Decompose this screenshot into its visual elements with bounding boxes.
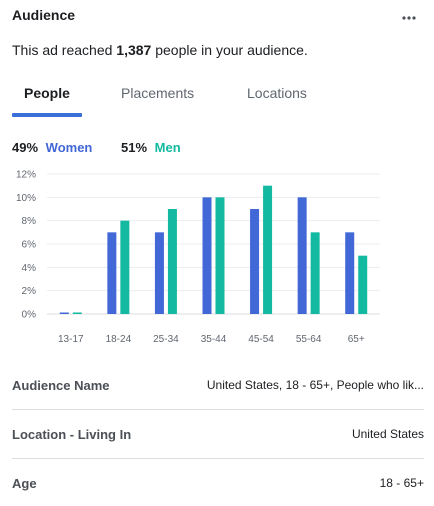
x-tick-label: 35-44 xyxy=(201,334,227,345)
x-tick-label: 65+ xyxy=(348,334,365,345)
bar-women xyxy=(250,209,260,314)
detail-value: United States, 18 - 65+, People who lik.… xyxy=(206,378,424,392)
reach-count: 1,387 xyxy=(116,42,152,58)
y-tick-label: 8% xyxy=(22,216,37,227)
bar-men xyxy=(120,220,130,314)
detail-value: 18 - 65+ xyxy=(379,476,424,490)
x-tick-label: 45-54 xyxy=(248,334,274,345)
bar-men xyxy=(310,232,320,314)
y-tick-label: 12% xyxy=(16,170,36,181)
detail-row-location: Location - Living In United States xyxy=(12,410,424,459)
bar-women xyxy=(345,232,355,314)
detail-label: Audience Name xyxy=(12,378,110,393)
more-options-button[interactable] xyxy=(399,10,419,26)
bar-women xyxy=(154,232,164,314)
tab-people[interactable]: People xyxy=(24,85,70,101)
x-tick-label: 25-34 xyxy=(153,334,179,345)
bar-women xyxy=(107,232,117,314)
audience-tabs: People Placements Locations xyxy=(12,80,424,120)
active-tab-indicator xyxy=(12,113,82,117)
men-label: Men xyxy=(154,140,181,155)
y-tick-label: 6% xyxy=(22,240,37,251)
more-horizontal-icon xyxy=(402,16,416,20)
detail-label: Location - Living In xyxy=(12,427,132,442)
bar-women xyxy=(202,197,212,314)
reach-suffix: people in your audience. xyxy=(151,42,308,58)
bar-men xyxy=(263,185,273,314)
women-percent: 49% xyxy=(12,140,39,155)
men-percent: 51% xyxy=(121,140,148,155)
men-share: 51% Men xyxy=(121,140,181,155)
women-label: Women xyxy=(45,140,93,155)
y-tick-label: 0% xyxy=(22,310,37,321)
y-tick-label: 10% xyxy=(16,193,36,204)
y-tick-label: 4% xyxy=(22,263,37,274)
x-tick-label: 55-64 xyxy=(296,334,322,345)
x-tick-label: 13-17 xyxy=(58,334,84,345)
bar-men xyxy=(215,197,225,314)
section-title: Audience xyxy=(12,7,76,23)
reach-summary: This ad reached 1,387 people in your aud… xyxy=(12,42,308,58)
detail-value: United States xyxy=(351,427,424,441)
bar-men xyxy=(72,312,82,314)
women-share: 49% Women xyxy=(12,140,92,155)
bar-women xyxy=(59,312,69,314)
detail-row-age: Age 18 - 65+ xyxy=(12,459,424,506)
bar-women xyxy=(297,197,307,314)
detail-row-audience-name: Audience Name United States, 18 - 65+, P… xyxy=(12,361,424,410)
detail-label: Age xyxy=(12,476,37,491)
age-gender-bar-chart: 0% 2% 4% 6% 8% 10% 12% 13-17 18-24 25-34 35-44 45-5… xyxy=(16,170,380,345)
reach-prefix: This ad reached xyxy=(12,42,117,58)
bar-men xyxy=(358,255,368,314)
tab-placements[interactable]: Placements xyxy=(121,85,195,101)
y-tick-label: 2% xyxy=(22,286,37,297)
tab-locations[interactable]: Locations xyxy=(247,85,307,101)
x-tick-label: 18-24 xyxy=(106,334,132,345)
bar-men xyxy=(167,209,177,314)
